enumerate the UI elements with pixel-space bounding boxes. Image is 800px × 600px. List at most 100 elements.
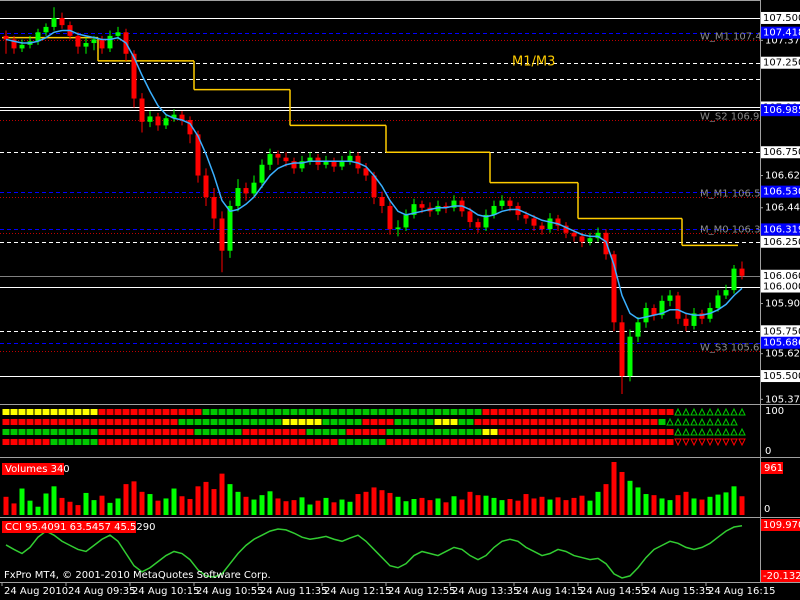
signal-cell <box>426 439 434 445</box>
volume-bar <box>299 497 305 515</box>
signal-cell <box>362 439 370 445</box>
volume-bar <box>147 494 153 515</box>
signal-cell <box>98 419 106 425</box>
signal-cell <box>314 419 322 425</box>
y-tick-label: 961 <box>764 463 783 474</box>
signal-arrow-up <box>730 407 738 416</box>
signal-cell <box>146 439 154 445</box>
signal-cell <box>402 409 410 415</box>
signal-cell <box>466 429 474 435</box>
signal-cell <box>258 429 266 435</box>
signal-cell <box>362 429 370 435</box>
signal-cell <box>618 429 626 435</box>
y-tick-label: -20.1322 <box>763 571 800 582</box>
signal-cell <box>306 429 314 435</box>
candle-body <box>107 35 113 49</box>
signal-arrow-up <box>690 407 698 416</box>
signal-cell <box>530 419 538 425</box>
signal-cell <box>490 439 498 445</box>
level-text: W_M1 107.4 <box>700 32 762 43</box>
signal-cell <box>434 439 442 445</box>
signal-cell <box>26 429 34 435</box>
signal-cell <box>426 419 434 425</box>
signal-cell <box>410 439 418 445</box>
signal-cell <box>634 429 642 435</box>
candle-body <box>483 214 489 228</box>
volume-bar <box>571 497 577 515</box>
signal-cell <box>250 439 258 445</box>
candle-body <box>115 32 121 36</box>
candle-body <box>99 39 105 49</box>
signal-cell <box>90 439 98 445</box>
level-label-box <box>761 325 800 338</box>
signal-cell <box>666 429 674 435</box>
signal-cell <box>298 409 306 415</box>
volume-bar <box>315 500 321 515</box>
volume-bar <box>363 491 369 515</box>
signal-cell <box>18 409 26 415</box>
signal-cell <box>562 439 570 445</box>
candle-body <box>11 39 17 49</box>
candle-body <box>331 161 337 167</box>
signal-cell <box>634 409 642 415</box>
signal-cell <box>194 419 202 425</box>
signal-cell <box>450 439 458 445</box>
candle-body <box>523 214 529 219</box>
signal-cell <box>338 419 346 425</box>
signal-cell <box>346 419 354 425</box>
signal-cell <box>514 409 522 415</box>
signal-cell <box>330 419 338 425</box>
signal-cell <box>586 439 594 445</box>
signal-cell <box>282 409 290 415</box>
signal-cell <box>114 419 122 425</box>
signal-cell <box>402 419 410 425</box>
signal-cell <box>330 409 338 415</box>
level-label: 106.250 <box>763 237 800 248</box>
signal-cell <box>610 439 618 445</box>
signal-cell <box>426 409 434 415</box>
signal-arrow-up <box>690 417 698 426</box>
footer: FxPro MT4, © 2001-2010 MetaQuotes Softwa… <box>4 570 271 581</box>
candle-body <box>371 175 377 198</box>
signal-cell <box>610 419 618 425</box>
signal-cell <box>306 419 314 425</box>
signal-cell <box>498 409 506 415</box>
signal-cell <box>154 409 162 415</box>
signal-cell <box>66 429 74 435</box>
candle-body <box>555 218 561 226</box>
signal-cell <box>58 409 66 415</box>
signal-cell <box>466 419 474 425</box>
candle-body <box>683 318 689 326</box>
signal-cell <box>82 439 90 445</box>
candle-body <box>515 205 521 215</box>
signal-cell <box>322 409 330 415</box>
candle-body <box>235 188 241 206</box>
volume-bar <box>467 491 473 515</box>
signal-cell <box>34 429 42 435</box>
signal-cell <box>66 419 74 425</box>
volume-bar <box>75 505 81 515</box>
signal-cell <box>402 429 410 435</box>
volume-bar <box>459 499 465 515</box>
signal-cell <box>234 429 242 435</box>
level-label: 106.060 <box>763 271 800 282</box>
signal-cell <box>98 439 106 445</box>
candle-body <box>403 214 409 228</box>
signal-cell <box>338 429 346 435</box>
candle-body <box>347 155 353 162</box>
signal-arrow-up <box>674 417 682 426</box>
candle-body <box>147 116 153 122</box>
candle-body <box>59 17 65 26</box>
volume-bar <box>355 494 361 515</box>
signal-cell <box>410 429 418 435</box>
signal-arrow-up <box>730 417 738 426</box>
candle-body <box>299 161 305 169</box>
signal-cell <box>418 439 426 445</box>
candle-body <box>35 32 41 42</box>
level-label: 106.530 <box>763 187 800 198</box>
volume-bar <box>107 502 113 515</box>
signal-cell <box>162 419 170 425</box>
candle-body <box>211 197 217 219</box>
signal-cell <box>146 429 154 435</box>
signal-cell <box>482 439 490 445</box>
